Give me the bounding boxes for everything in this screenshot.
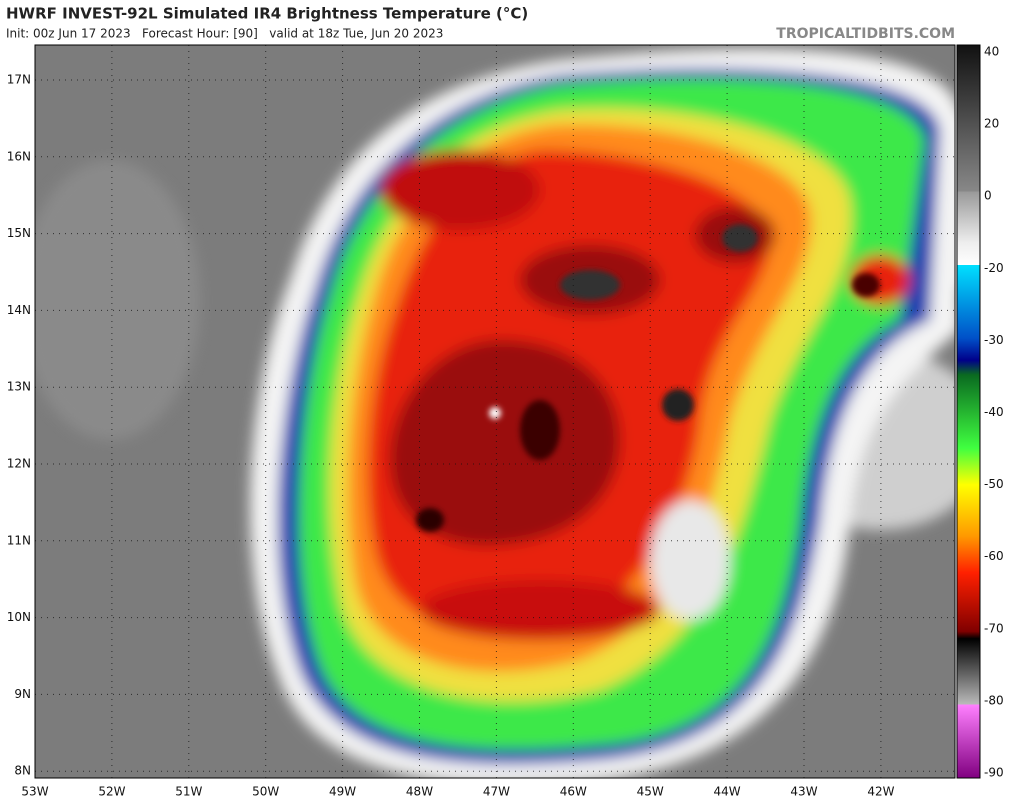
lat-label: 10N (7, 610, 31, 624)
graticule (35, 45, 955, 778)
lat-label: 14N (7, 303, 31, 317)
colorbar (956, 44, 981, 779)
subtitle: Init: 00z Jun 17 2023 Forecast Hour: [90… (6, 27, 443, 41)
satellite-image (35, 45, 955, 778)
map-frame (34, 44, 956, 779)
lat-label: 12N (7, 457, 31, 471)
lon-label: 48W (406, 785, 433, 799)
lat-label: 17N (7, 73, 31, 87)
colorbar-tick-label: 20 (984, 117, 999, 131)
colorbar-tick-label: -70 (984, 621, 1004, 635)
credit: TROPICALTIDBITS.COM (776, 26, 955, 42)
lon-label: 43W (790, 785, 817, 799)
lon-label: 51W (175, 785, 202, 799)
title: HWRF INVEST-92L Simulated IR4 Brightness… (6, 5, 528, 23)
lon-label: 53W (21, 785, 48, 799)
colorbar-tick-label: -40 (984, 405, 1004, 419)
colorbar-tick-label: -90 (984, 766, 1004, 780)
colorbar-tick-label: 40 (984, 45, 999, 59)
colorbar-tick-label: -20 (984, 261, 1004, 275)
lat-label: 8N (14, 764, 31, 778)
colorbar-tick-label: -50 (984, 477, 1004, 491)
lon-label: 42W (867, 785, 894, 799)
lon-label: 50W (252, 785, 279, 799)
lon-label: 44W (714, 785, 741, 799)
lon-label: 47W (483, 785, 510, 799)
lon-label: 45W (637, 785, 664, 799)
colorbar-tick-label: -80 (984, 693, 1004, 707)
lat-label: 15N (7, 226, 31, 240)
lon-label: 49W (329, 785, 356, 799)
colorbar-tick-label: 0 (984, 189, 992, 203)
colorbar-tick-label: -60 (984, 549, 1004, 563)
lon-label: 52W (98, 785, 125, 799)
lat-label: 16N (7, 149, 31, 163)
colorbar-tick-label: -30 (984, 333, 1004, 347)
lat-label: 11N (7, 533, 31, 547)
lat-label: 13N (7, 380, 31, 394)
lon-label: 46W (560, 785, 587, 799)
lat-label: 9N (14, 687, 31, 701)
